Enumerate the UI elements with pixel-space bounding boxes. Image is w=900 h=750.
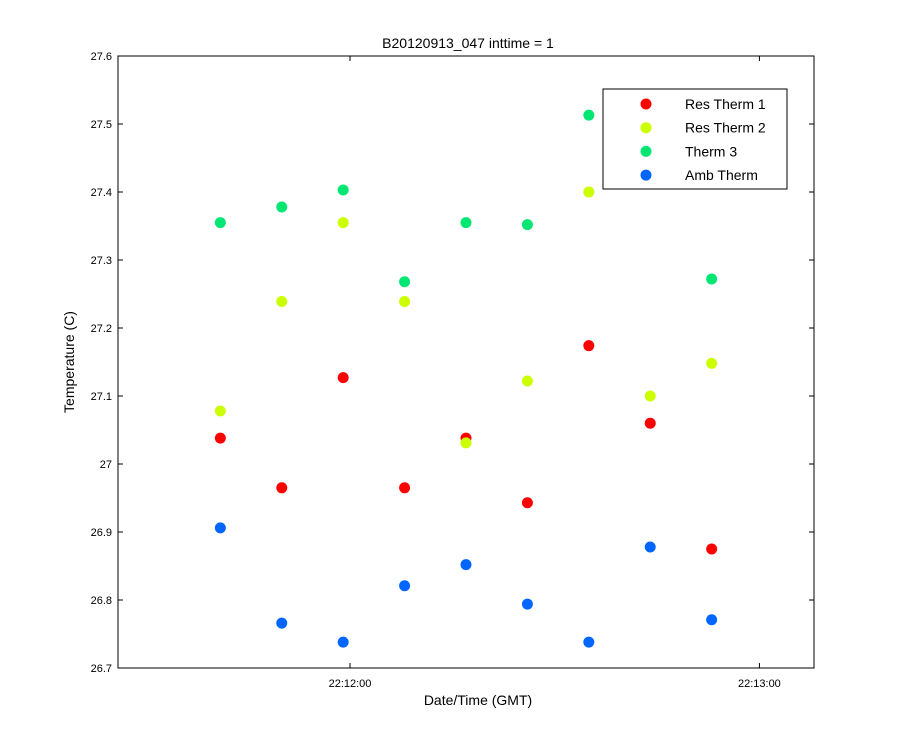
data-point	[460, 217, 472, 229]
data-point	[644, 390, 656, 402]
data-point	[276, 617, 288, 629]
legend: Res Therm 1 Res Therm 2 Therm 3 Amb Therm	[602, 88, 788, 190]
y-tick-label: 27.3	[91, 255, 112, 267]
data-point	[521, 497, 533, 509]
data-point	[337, 372, 349, 384]
y-tick-label: 27	[100, 459, 112, 471]
data-point	[521, 219, 533, 231]
data-point	[399, 295, 411, 307]
legend-label: Res Therm 1	[685, 96, 766, 112]
data-point	[644, 417, 656, 429]
series-3	[214, 522, 718, 648]
data-point	[214, 217, 226, 229]
legend-label: Res Therm 2	[685, 120, 766, 136]
y-axis: 26.7 26.8 26.9 27 27.1 27.2 27.3 27.4 27.5 27.6	[91, 51, 814, 675]
data-point	[460, 559, 472, 571]
y-tick-label: 26.8	[91, 595, 112, 607]
x-tick-label: 22:12:00	[329, 678, 372, 690]
legend-label: Amb Therm	[685, 167, 758, 183]
data-point	[399, 580, 411, 592]
series-1	[214, 186, 718, 449]
data-point	[706, 357, 718, 369]
data-point	[583, 636, 595, 648]
data-point	[214, 522, 226, 534]
series-2	[214, 109, 718, 288]
data-point	[276, 295, 288, 307]
data-point	[337, 217, 349, 229]
data-point	[583, 340, 595, 352]
data-point	[583, 186, 595, 198]
x-axis-label: Date/Time (GMT)	[424, 692, 532, 708]
y-tick-label: 27.1	[91, 391, 112, 403]
legend-marker	[640, 122, 652, 134]
data-point	[214, 405, 226, 417]
data-point	[399, 276, 411, 288]
legend-marker	[640, 169, 652, 181]
x-axis: 22:12:00 22:13:00	[329, 56, 781, 690]
y-tick-label: 27.5	[91, 119, 112, 131]
y-tick-label: 26.9	[91, 527, 112, 539]
y-tick-label: 27.2	[91, 323, 112, 335]
data-point	[276, 482, 288, 494]
data-point	[521, 598, 533, 610]
y-tick-label: 27.4	[91, 187, 112, 199]
data-point	[399, 482, 411, 494]
data-point	[460, 437, 472, 449]
data-point	[706, 543, 718, 555]
data-point	[706, 614, 718, 626]
data-point	[337, 184, 349, 196]
y-tick-label: 27.6	[91, 51, 112, 63]
legend-box	[602, 88, 788, 190]
data-points	[214, 109, 718, 648]
data-point	[521, 375, 533, 387]
data-point	[214, 432, 226, 444]
legend-marker	[640, 98, 652, 110]
data-point	[644, 541, 656, 553]
y-axis-label: Temperature (C)	[61, 311, 77, 413]
chart-title: B20120913_047 inttime = 1	[382, 35, 554, 51]
y-tick-label: 26.7	[91, 663, 112, 675]
data-point	[583, 109, 595, 121]
x-tick-label: 22:13:00	[738, 678, 781, 690]
data-point	[276, 201, 288, 213]
data-point	[337, 636, 349, 648]
legend-marker	[640, 145, 652, 157]
legend-label: Therm 3	[685, 143, 737, 159]
data-point	[706, 273, 718, 285]
